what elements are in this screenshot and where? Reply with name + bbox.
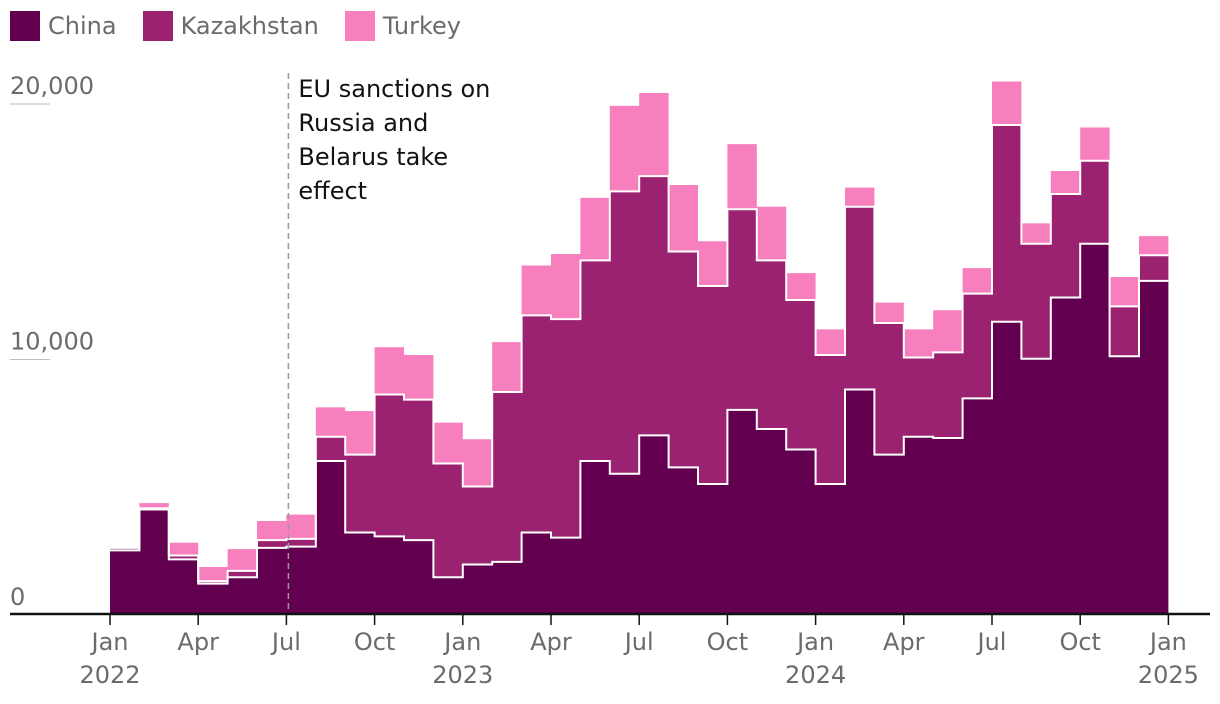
x-tick-label-2023-10: Oct <box>707 628 749 656</box>
legend-swatch-kazakhstan <box>142 11 173 41</box>
annotation-text-line-3: Belarus take <box>298 143 448 171</box>
legend-swatch-turkey <box>344 11 375 41</box>
annotation-text-line-2: Russia and <box>298 109 428 137</box>
x-tick-label-2024-10: Oct <box>1059 628 1101 656</box>
legend-item-china: China <box>10 11 117 41</box>
x-year-label-2025: 2025 <box>1138 661 1199 689</box>
legend-item-kazakhstan: Kazakhstan <box>142 11 319 41</box>
y-tick-label-20000: 20,000 <box>10 72 94 100</box>
legend-label-kazakhstan: Kazakhstan <box>180 12 319 40</box>
x-tick-label-2023-01: Jan <box>442 628 481 656</box>
legend-swatch-china <box>10 11 40 41</box>
series-boundary-china <box>110 242 1169 585</box>
x-year-label-2022: 2022 <box>79 661 140 689</box>
x-tick-label-2022-01: Jan <box>90 628 129 656</box>
series-area-kazakhstan <box>110 124 1169 584</box>
x-tick-label-2023-07: Jul <box>623 628 654 656</box>
x-year-label-2023: 2023 <box>432 661 493 689</box>
x-tick-label-2022-07: Jul <box>270 628 301 656</box>
annotation-text-line-1: EU sanctions on <box>298 75 490 103</box>
x-tick-label-2024-04: Apr <box>883 628 925 656</box>
x-tick-label-2022-04: Apr <box>177 628 219 656</box>
x-tick-label-2023-04: Apr <box>530 628 572 656</box>
y-tick-label-10000: 10,000 <box>10 328 94 356</box>
series-boundary-kazakhstan <box>110 123 1169 583</box>
legend-label-turkey: Turkey <box>382 12 461 40</box>
x-year-label-2024: 2024 <box>785 661 846 689</box>
legend-item-turkey: Turkey <box>344 11 461 41</box>
x-tick-label-2025-01: Jan <box>1148 628 1187 656</box>
legend: China Kazakhstan Turkey <box>10 10 487 42</box>
series-area-china <box>110 243 1169 614</box>
x-tick-label-2024-07: Jul <box>976 628 1007 656</box>
x-tick-label-2024-01: Jan <box>795 628 834 656</box>
x-tick-label-2022-10: Oct <box>354 628 396 656</box>
y-tick-label-0: 0 <box>10 583 25 611</box>
annotation-text-line-4: effect <box>298 177 367 205</box>
legend-label-china: China <box>48 12 117 40</box>
